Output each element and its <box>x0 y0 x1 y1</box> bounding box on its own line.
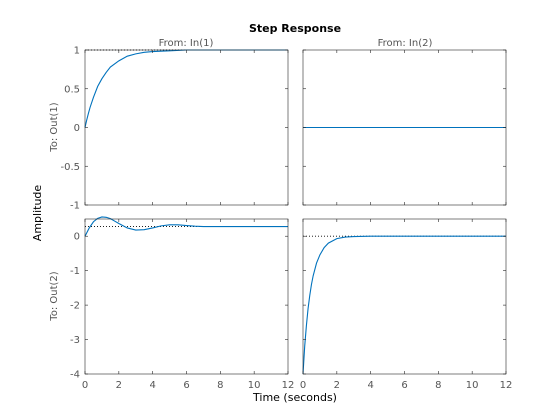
column-header-in2: From: In(2) <box>378 38 433 49</box>
x-tick-label: 4 <box>367 380 373 391</box>
x-tick-label: 2 <box>334 380 340 391</box>
row-label-out2: To: Out(2) <box>49 271 60 321</box>
y-tick-label: 0 <box>74 232 80 243</box>
y-axis-label: Amplitude <box>31 185 44 242</box>
x-tick-label: 10 <box>248 380 261 391</box>
row-label-out1: To: Out(1) <box>49 102 60 152</box>
x-tick-label: 10 <box>466 380 479 391</box>
response-line <box>84 216 288 237</box>
x-tick-label: 2 <box>116 380 122 391</box>
y-tick-label: -1 <box>70 266 80 277</box>
y-tick-label: 0 <box>74 123 80 134</box>
y-tick-label: -0.5 <box>60 162 80 173</box>
plot-area <box>85 219 288 374</box>
x-tick-label: 8 <box>217 380 223 391</box>
subplot-grid: -1-0.500.510 2 4 6 8 10 12-4-3-2-100 2 4 6 8 10 12 <box>60 46 512 392</box>
column-header-in1: From: In(1) <box>159 38 214 49</box>
y-tick-label: -2 <box>70 301 80 312</box>
response-line <box>302 235 506 375</box>
x-tick-label: 6 <box>183 380 189 391</box>
subplot-out1-in1: -1 -0.5 0 0.5 1 <box>60 46 289 212</box>
x-tick-label: 0 <box>300 380 306 391</box>
y-tick-label: 0.5 <box>64 84 80 95</box>
x-tick-label: 4 <box>149 380 155 391</box>
plot-area <box>85 50 288 205</box>
chart-title: Step Response <box>249 22 341 35</box>
plot-area <box>303 219 506 374</box>
y-tick-label: 1 <box>74 46 80 57</box>
x-tick-label: 8 <box>435 380 441 391</box>
x-tick-label: 12 <box>282 380 295 391</box>
x-tick-label: 12 <box>500 380 513 391</box>
x-axis-label: Time (seconds) <box>252 391 337 404</box>
x-tick-label: 6 <box>401 380 407 391</box>
y-tick-label: -4 <box>70 370 80 381</box>
subplot-out2-in2: 0 2 4 6 8 10 12 <box>300 218 513 391</box>
y-tick-label: -1 <box>70 201 80 212</box>
x-tick-label: 0 <box>82 380 88 391</box>
subplot-out2-in1: 0 2 4 6 8 10 12 -4 -3 -2 -1 0 <box>70 216 295 391</box>
y-tick-label: -3 <box>70 335 80 346</box>
subplot-out1-in2 <box>302 49 507 206</box>
